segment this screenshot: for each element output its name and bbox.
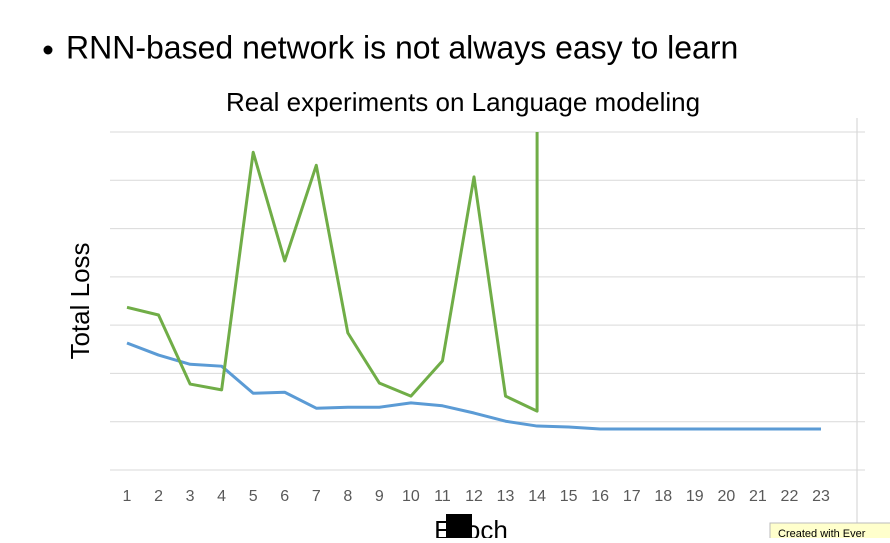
cursor-block <box>446 514 472 538</box>
chart-title: Real experiments on Language modeling <box>226 87 700 117</box>
x-tick-label: 2 <box>154 488 163 505</box>
x-tick-label: 1 <box>123 488 132 505</box>
x-tick-label: 7 <box>312 488 321 505</box>
x-tick-label: 21 <box>749 488 767 505</box>
x-tick-label: 13 <box>497 488 515 505</box>
x-tick-label: 18 <box>654 488 672 505</box>
x-tick-label: 19 <box>686 488 704 505</box>
x-tick-label: 3 <box>186 488 195 505</box>
x-tick-label: 4 <box>217 488 226 505</box>
x-tick-label: 9 <box>375 488 384 505</box>
y-axis-label: Total Loss <box>65 242 95 359</box>
x-tick-label: 22 <box>781 488 799 505</box>
x-tick-label: 23 <box>812 488 830 505</box>
x-tick-label: 12 <box>465 488 483 505</box>
x-tick-label: 16 <box>591 488 609 505</box>
x-tick-label: 10 <box>402 488 420 505</box>
series-line <box>126 132 539 413</box>
x-tick-label: 8 <box>343 488 352 505</box>
x-tick-label: 15 <box>560 488 578 505</box>
series-line <box>126 341 821 431</box>
x-tick-label: 6 <box>280 488 289 505</box>
x-tick-label: 14 <box>528 488 546 505</box>
heading: RNN-based network is not always easy to … <box>66 29 738 65</box>
x-tick-label: 20 <box>717 488 735 505</box>
x-tick-label: 5 <box>249 488 258 505</box>
x-tick-label: 11 <box>434 488 451 505</box>
bullet <box>43 45 53 55</box>
x-tick-label: 17 <box>623 488 641 505</box>
badge-text: Created with Ever <box>778 528 866 538</box>
